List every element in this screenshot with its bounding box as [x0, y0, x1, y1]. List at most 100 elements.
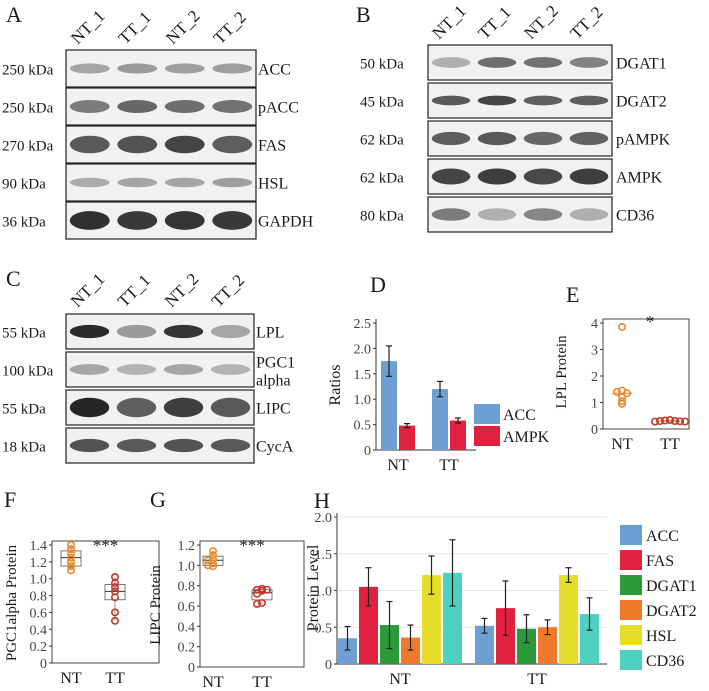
- blot-row-pgc1: 100 kDa PGC1alpha: [2, 351, 295, 390]
- bar-ampk: [450, 420, 466, 450]
- data-point: [622, 389, 631, 398]
- blot-band: [117, 99, 158, 114]
- lane-label: TT_2: [566, 3, 606, 43]
- lane-label: NT_2: [520, 1, 561, 42]
- blot-band: [431, 95, 471, 106]
- blot-band: [477, 57, 517, 68]
- protein-label: ACC: [258, 62, 291, 79]
- data-point: [67, 549, 76, 558]
- kda-label: 55 kDa: [2, 326, 46, 342]
- blot-row-lpl: 55 kDa LPL: [2, 313, 284, 350]
- legend: ACC AMPK: [474, 404, 550, 446]
- blot-band: [431, 208, 471, 221]
- x-tick-label: NT: [202, 674, 224, 691]
- protein-label: AMPK: [616, 170, 663, 187]
- y-tick-label: 0.2: [30, 640, 48, 655]
- blot-band: [164, 99, 205, 114]
- blot-band: [212, 99, 253, 114]
- chart-layer: D Ratios 0 0.5 1.0 1.5 2.0 2.5 NT TT ACC AMPK E LPL P…: [4, 272, 697, 691]
- blot-band: [523, 95, 563, 106]
- chart-panel-f: F PGC1alpha Protein 0 0.2 0.4 0.60.8 1.0 1.2 1.4…: [4, 487, 160, 687]
- blot-band: [477, 131, 517, 146]
- y-tick-label: 1.2: [178, 539, 196, 554]
- blot-band: [69, 177, 110, 188]
- kda-label: 36 kDa: [2, 215, 46, 231]
- plot-frame: [199, 540, 305, 668]
- y-tick-label: 2.0: [354, 342, 372, 357]
- y-tick-label: 0.8: [178, 580, 196, 595]
- chart-panel-d: D Ratios 0 0.5 1.0 1.5 2.0 2.5 NT TT ACC AMPK: [327, 272, 550, 474]
- panel-letter: G: [150, 487, 166, 512]
- bar-cd36: [443, 572, 462, 664]
- blot-band: [523, 168, 563, 185]
- kda-label: 100 kDa: [2, 364, 54, 380]
- x-tick-label: TT: [439, 457, 459, 474]
- legend-swatch-fas: [620, 550, 642, 570]
- kda-label: 250 kDa: [2, 101, 54, 117]
- y-tick-label: 4: [591, 317, 598, 332]
- bar-cd36: [580, 614, 599, 664]
- blot-band: [163, 438, 204, 453]
- blot-band: [210, 364, 251, 375]
- y-tick-label: 1.2: [30, 556, 48, 571]
- data-point: [209, 562, 218, 571]
- data-point: [111, 578, 120, 587]
- kda-label: 45 kDa: [360, 95, 404, 111]
- x-tick-label: TT: [252, 674, 272, 691]
- blot-band: [431, 168, 471, 185]
- x-tick-label: TT: [105, 670, 125, 687]
- y-tick-label: 0.6: [178, 600, 196, 615]
- data-point: [111, 593, 120, 602]
- protein-label: DGAT2: [616, 94, 667, 111]
- blot-band: [164, 211, 205, 230]
- blot-row-pampk: 62 kDa pAMPK: [360, 120, 671, 157]
- legend-label: AMPK: [503, 429, 550, 446]
- blot-band: [477, 208, 517, 221]
- bar-fas: [359, 586, 378, 664]
- blot-band: [69, 324, 110, 339]
- y-tick-label: 3: [591, 344, 598, 359]
- lane-label: NT_2: [161, 269, 202, 310]
- blot-band: [477, 95, 517, 106]
- blot-band: [116, 438, 157, 453]
- blot-row-hsl: 90 kDa HSL: [2, 163, 288, 202]
- blot-row-lipc: 55 kDa LIPC: [2, 389, 291, 426]
- blot-band: [69, 211, 110, 230]
- bar-dgat1: [517, 628, 536, 664]
- bar-acc: [432, 389, 448, 450]
- data-point: [655, 417, 664, 426]
- blot-band: [117, 177, 158, 188]
- legend-label: ACC: [646, 528, 679, 545]
- bar-hsl: [422, 575, 441, 664]
- panel-letter: H: [314, 488, 330, 513]
- x-tick-label: TT: [527, 671, 547, 688]
- blot-band: [164, 177, 205, 188]
- chart-panel-e: E LPL Protein 0 1 2 3 4 NT TT *: [554, 282, 690, 453]
- data-point: [111, 583, 120, 592]
- significance-marker: ***: [239, 536, 265, 555]
- y-tick-label: 0: [591, 423, 598, 438]
- lane-label: TT_1: [115, 8, 155, 48]
- legend-swatch-cd36: [620, 650, 642, 670]
- blot-band: [117, 135, 158, 154]
- blot-row-ampk: 62 kDa AMPK: [360, 158, 663, 195]
- blot-band: [523, 208, 563, 221]
- data-point: [204, 561, 213, 570]
- blot-band: [569, 131, 609, 146]
- data-point: [209, 551, 218, 560]
- x-tick-label: NT: [387, 457, 409, 474]
- y-axis-label: PGC1alpha Protein: [4, 544, 20, 661]
- y-tick-label: 0: [40, 657, 47, 672]
- data-point: [67, 562, 76, 571]
- x-tick-label: NT: [60, 670, 82, 687]
- chart-panel-g: G LIPC Protein 0 0.2 0.4 0.6 0.8 1.0 1.2 NT TT ***: [148, 487, 305, 691]
- blot-band: [69, 99, 110, 114]
- blot-row-acc: 250 kDa ACC: [2, 49, 291, 88]
- x-tick-label: NT: [611, 436, 633, 453]
- lane-label: NT_1: [428, 1, 469, 42]
- legend-label: CD36: [646, 653, 684, 670]
- data-point: [670, 417, 679, 426]
- legend-swatch-ampk: [474, 426, 500, 446]
- lane-label: TT_1: [114, 271, 154, 311]
